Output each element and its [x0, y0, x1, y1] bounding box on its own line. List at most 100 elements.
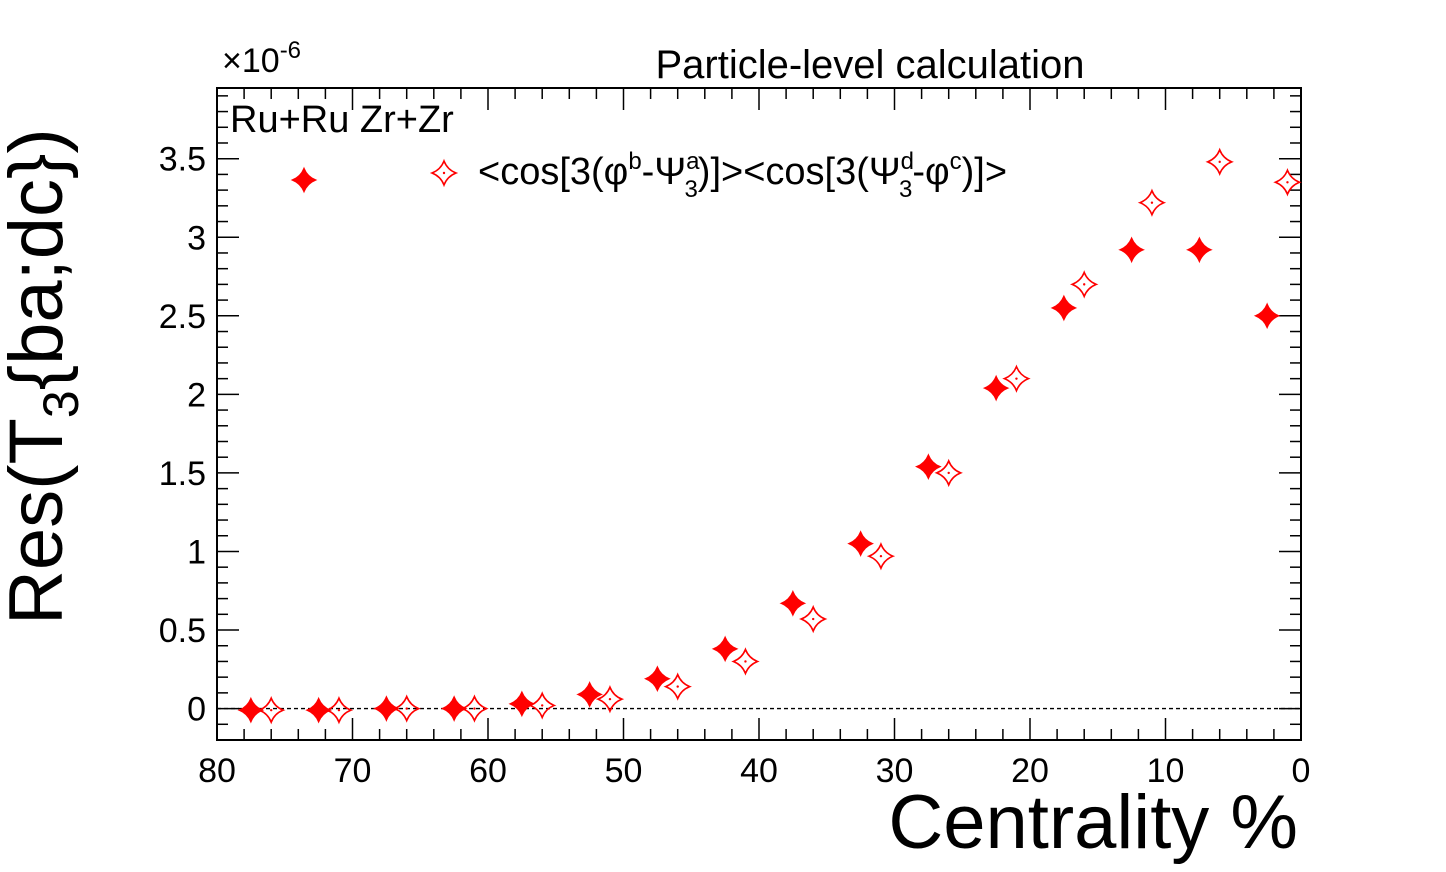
data-point-open: [866, 541, 896, 571]
data-point-open-center: [541, 704, 544, 707]
data-point-open-center: [879, 554, 883, 558]
data-point-open: [256, 695, 286, 725]
data-point-filled: [305, 696, 333, 724]
data-point-open-outline: [460, 694, 489, 723]
data-point-open-center: [1150, 201, 1154, 204]
data-point-open-outline: [1205, 147, 1234, 177]
data-point-open-outline: [663, 672, 692, 701]
y-tick-label: 2.5: [159, 298, 206, 336]
data-point-open-outline: [392, 694, 421, 723]
legend-open-sup2: a: [686, 148, 700, 175]
legend-markers: [290, 158, 459, 194]
data-point-open-outline: [324, 695, 354, 725]
data-point-open-outline: [1137, 188, 1167, 217]
x-tick-label: 50: [605, 752, 643, 790]
data-point-filled: [711, 635, 739, 663]
data-point-open: [1137, 188, 1167, 217]
data-point-filled: [643, 665, 671, 693]
x-tick-label: 80: [198, 752, 236, 790]
data-points: [237, 147, 1302, 725]
data-point-open-center: [1083, 283, 1086, 286]
y-axis-label-prefix: Res(T: [0, 418, 79, 625]
data-point-filled: [440, 695, 468, 722]
data-point-filled: [982, 374, 1010, 402]
data-point-open-outline: [595, 684, 625, 714]
data-point-open: [1205, 147, 1234, 177]
legend-open-t2: -Ψ: [642, 151, 686, 193]
x-tick-label: 40: [740, 752, 778, 790]
legend-open-sup3: d: [901, 148, 914, 175]
data-point-open: [934, 458, 963, 488]
legend-marker-filled: [290, 166, 318, 194]
data-point-open-outline: [1069, 270, 1099, 299]
data-point-filled: [237, 696, 265, 724]
data-point-open-center: [676, 685, 679, 688]
x-axis-label: Centrality %: [888, 780, 1298, 865]
data-point-open-center: [405, 707, 408, 710]
data-point-filled: [779, 589, 807, 617]
y-tick-label: 2: [187, 376, 206, 414]
y-axis-label-sub: 3: [33, 390, 89, 418]
data-point-open-outline: [256, 695, 286, 725]
y-axis-label-suffix: {ba;dc}): [0, 128, 79, 390]
legend-entry-open: <cos[3(φb-Ψa 3)]><cos[3(Ψd 3-φc)]>: [478, 148, 1007, 203]
legend-open-t1: <cos[3(φ: [478, 151, 628, 193]
data-point-open: [392, 694, 421, 723]
data-point-filled: [914, 453, 942, 481]
legend-open-t4: -φ: [912, 151, 949, 193]
data-point-open-outline: [731, 647, 760, 676]
data-point-open: [798, 604, 828, 634]
data-point-filled: [1118, 236, 1146, 264]
legend-open-t5: )]>: [962, 151, 1007, 193]
y-tick-label: 3.5: [159, 141, 206, 179]
y-exponent-power: -6: [280, 37, 301, 64]
data-point-open-center: [473, 707, 476, 710]
data-point-open-outline: [798, 604, 828, 634]
data-point-open: [460, 694, 489, 723]
x-tick-label: 60: [469, 752, 507, 790]
legend-marker-open-center: [442, 171, 446, 175]
data-point-open-outline: [1002, 364, 1031, 393]
data-point-open-center: [812, 617, 815, 621]
y-exponent-label: ×10-6: [222, 37, 301, 80]
data-point-open-outline: [866, 541, 896, 571]
legend-marker-open: [429, 158, 459, 188]
data-point-filled: [1186, 236, 1213, 264]
chart-title: Particle-level calculation: [655, 43, 1084, 87]
axis-tick-labels: 80 70 60 50 40 30 20 10 0 0 0.5 1 1.5 2 2.5 3 3.5: [159, 141, 1311, 790]
data-point-open-center: [1015, 377, 1018, 380]
y-tick-label: 1.5: [159, 455, 206, 493]
y-exponent-prefix: ×10: [222, 42, 280, 80]
data-point-open: [1273, 168, 1302, 197]
data-point-open-center: [337, 708, 341, 712]
data-point-open-center: [947, 471, 950, 475]
data-point-open-center: [1286, 181, 1289, 184]
data-point-open-outline: [934, 458, 963, 488]
legend-header: Ru+Ru Zr+Zr: [230, 99, 454, 141]
x-tick-label: 20: [1011, 752, 1049, 790]
legend-open-sub2: 3: [684, 176, 697, 203]
data-point-open: [324, 695, 354, 725]
legend-open-sup4: c: [950, 148, 962, 175]
x-tick-label: 70: [334, 752, 372, 790]
y-tick-label: 3: [187, 219, 206, 257]
data-point-open: [731, 647, 760, 676]
legend-open-sub3: 3: [899, 176, 912, 203]
data-point-filled: [508, 690, 536, 718]
data-point-open-outline: [1273, 168, 1302, 197]
x-tick-label: 30: [876, 752, 914, 790]
legend-marker-open-outline: [429, 158, 459, 188]
y-tick-label: 1: [187, 533, 206, 571]
x-tick-label: 0: [1292, 752, 1311, 790]
data-point-open-center: [744, 660, 747, 663]
data-point-open: [1069, 270, 1099, 299]
axis-ticks: [216, 88, 1302, 741]
data-point-open: [1002, 364, 1031, 393]
data-point-filled: [576, 681, 604, 708]
y-axis-label: Res(T3{ba;dc}): [0, 128, 89, 625]
data-point-open-center: [270, 708, 273, 712]
x-tick-label: 10: [1147, 752, 1185, 790]
data-point-filled: [372, 695, 400, 722]
data-point-filled: [1253, 302, 1281, 330]
